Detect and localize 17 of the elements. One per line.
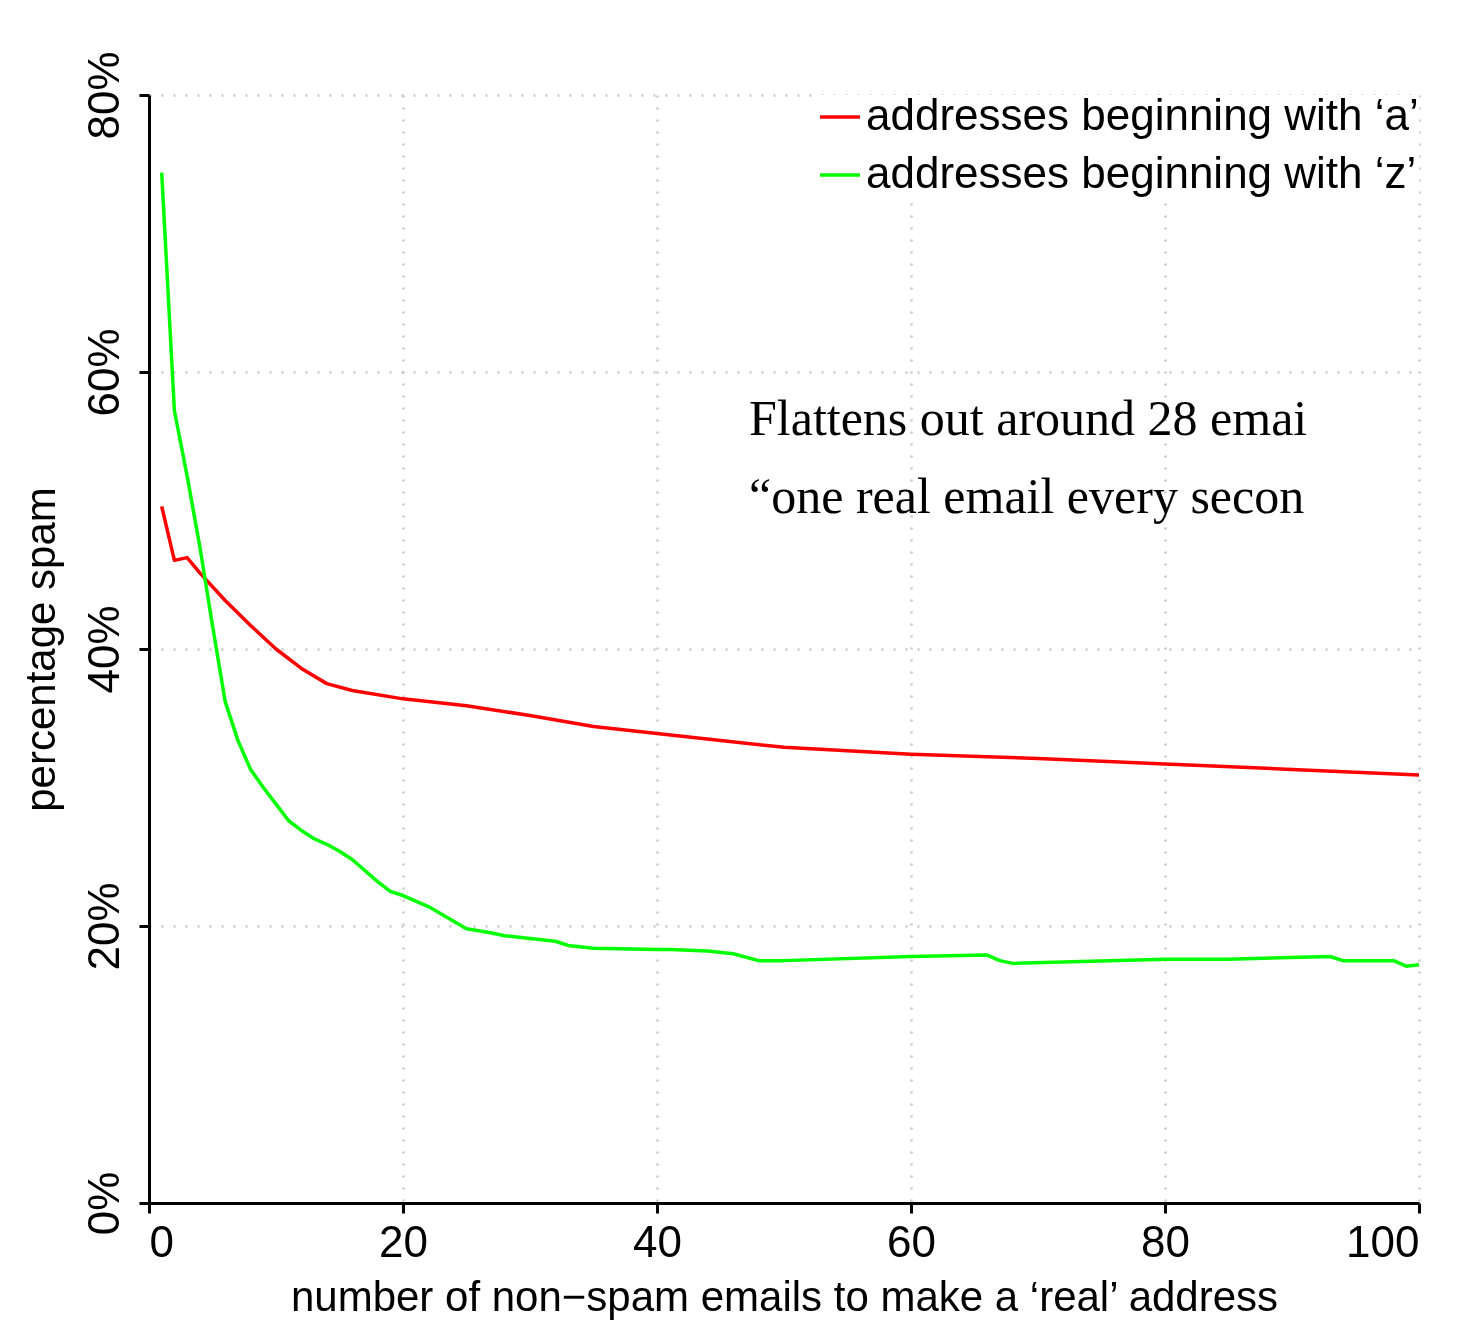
annotation: Flattens out around 28 emai	[749, 390, 1308, 446]
y-tick-label: 20%	[78, 882, 128, 971]
x-tick-label: 20	[379, 1216, 428, 1266]
legend-label: addresses beginning with ‘a’	[866, 90, 1419, 139]
legend-label: addresses beginning with ‘z’	[866, 148, 1417, 197]
x-tick-label: 40	[633, 1216, 682, 1266]
x-tick-label: 60	[887, 1216, 936, 1266]
x-tick-label: 100	[1346, 1216, 1420, 1266]
y-tick-label: 80%	[78, 51, 128, 140]
y-tick-label: 40%	[78, 605, 128, 694]
y-tick-label: 60%	[78, 328, 128, 417]
x-tick-label: 80	[1141, 1216, 1190, 1266]
y-axis-title: percentage spam	[16, 487, 64, 812]
y-tick-label: 0%	[78, 1171, 128, 1236]
x-tick-label: 0	[149, 1216, 174, 1266]
annotation: “one real email every secon	[749, 468, 1305, 524]
x-axis-title: number of non−spam emails to make a ‘real’ address	[290, 1272, 1279, 1320]
